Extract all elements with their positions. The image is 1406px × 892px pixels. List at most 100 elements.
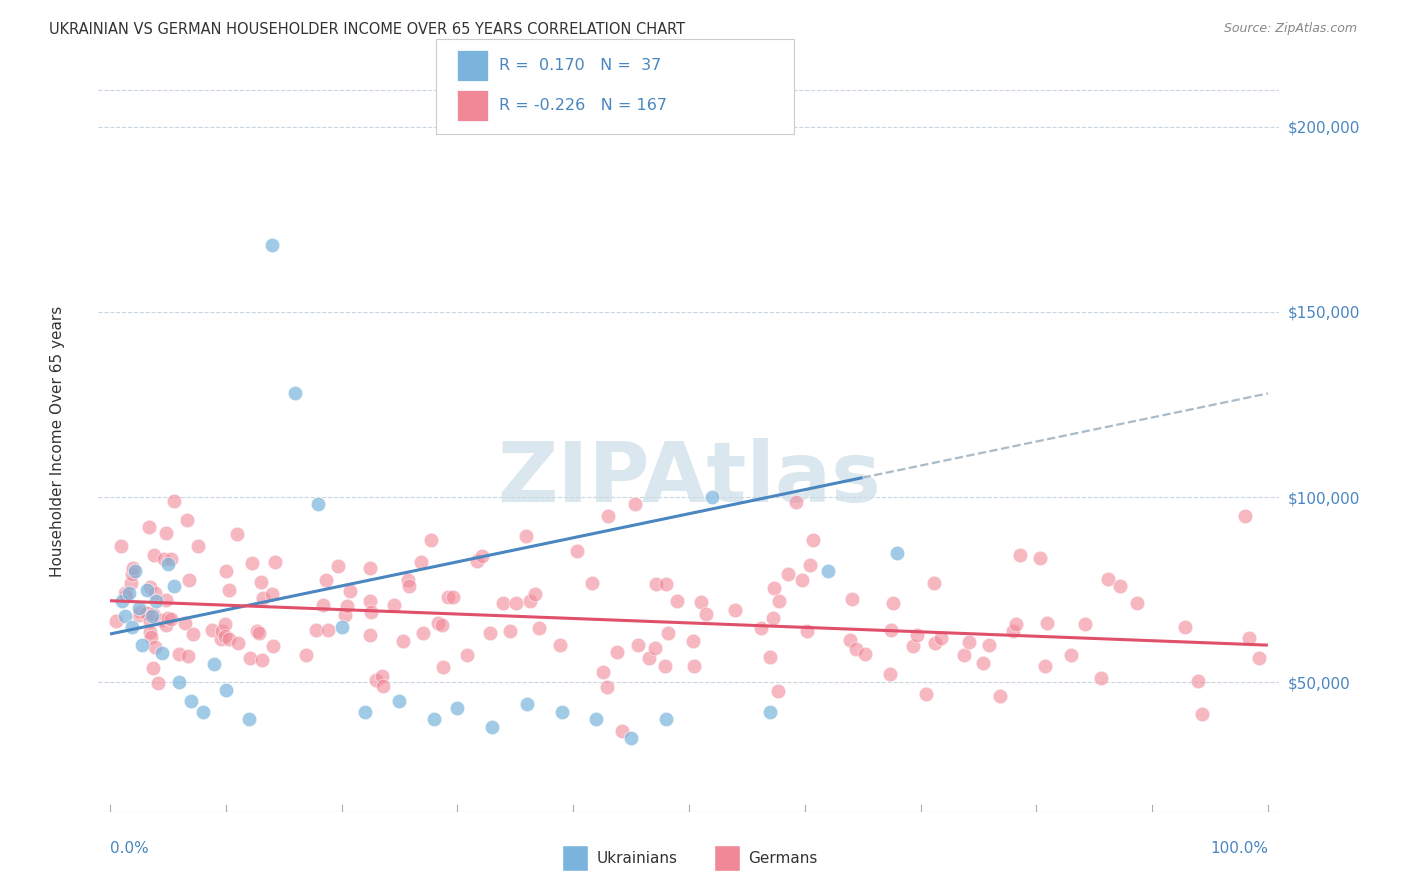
Point bbox=[121, 560, 143, 574]
Point bbox=[359, 561, 381, 575]
Point bbox=[499, 624, 522, 639]
Point bbox=[799, 558, 821, 572]
Point bbox=[644, 640, 666, 655]
Point bbox=[1191, 706, 1213, 721]
Point bbox=[610, 723, 633, 738]
Point bbox=[1002, 624, 1025, 638]
Point bbox=[1247, 651, 1270, 665]
Point bbox=[209, 632, 232, 646]
Point bbox=[142, 549, 165, 563]
Point bbox=[1090, 671, 1112, 685]
Point bbox=[336, 599, 359, 613]
Point bbox=[515, 529, 537, 543]
Point bbox=[155, 525, 177, 540]
Point bbox=[695, 607, 717, 621]
Point bbox=[690, 594, 713, 608]
Point bbox=[312, 598, 335, 612]
Point bbox=[124, 564, 146, 578]
Point bbox=[160, 612, 183, 626]
Point bbox=[138, 520, 160, 534]
Point bbox=[624, 497, 647, 511]
Point bbox=[456, 648, 478, 662]
Point bbox=[129, 605, 152, 619]
Point bbox=[238, 712, 260, 726]
Point bbox=[105, 614, 128, 628]
Point bbox=[187, 539, 209, 553]
Point bbox=[581, 576, 603, 591]
Point bbox=[479, 626, 502, 640]
Point bbox=[121, 619, 143, 633]
Point bbox=[957, 634, 980, 648]
Point bbox=[838, 633, 860, 648]
Point bbox=[592, 665, 614, 679]
Point bbox=[115, 588, 138, 602]
Point bbox=[316, 623, 339, 637]
Point bbox=[655, 712, 678, 726]
Point bbox=[880, 624, 903, 638]
Point bbox=[644, 576, 666, 591]
Point bbox=[218, 583, 240, 598]
Point bbox=[373, 679, 395, 693]
Point bbox=[110, 593, 132, 607]
Point bbox=[411, 555, 433, 569]
Point bbox=[879, 666, 901, 681]
Point bbox=[146, 676, 169, 690]
Point bbox=[627, 638, 650, 652]
Point bbox=[264, 555, 287, 569]
Point bbox=[524, 587, 547, 601]
Point bbox=[988, 689, 1011, 703]
Point bbox=[1233, 508, 1256, 523]
Point bbox=[139, 580, 162, 594]
Point bbox=[762, 611, 785, 625]
Point bbox=[252, 591, 274, 605]
Point bbox=[682, 634, 704, 648]
Point bbox=[135, 607, 157, 621]
Point bbox=[150, 646, 173, 660]
Point bbox=[249, 575, 271, 590]
Point bbox=[128, 601, 150, 615]
Point bbox=[396, 574, 419, 588]
Point bbox=[620, 731, 643, 745]
Point bbox=[441, 590, 464, 604]
Point bbox=[284, 386, 307, 401]
Point bbox=[366, 673, 388, 687]
Point bbox=[176, 649, 198, 664]
Point bbox=[110, 539, 132, 553]
Point bbox=[315, 573, 337, 587]
Point bbox=[492, 596, 515, 610]
Point bbox=[803, 533, 825, 548]
Point bbox=[1126, 596, 1149, 610]
Point bbox=[360, 605, 382, 619]
Point bbox=[481, 720, 503, 734]
Point bbox=[972, 656, 994, 670]
Text: Source: ZipAtlas.com: Source: ZipAtlas.com bbox=[1223, 22, 1357, 36]
Point bbox=[700, 490, 723, 504]
Point bbox=[294, 648, 316, 663]
Text: Ukrainians: Ukrainians bbox=[596, 851, 678, 865]
Point bbox=[150, 613, 173, 627]
Point bbox=[246, 624, 269, 639]
Point bbox=[181, 626, 204, 640]
Point bbox=[128, 607, 150, 622]
Point bbox=[330, 619, 353, 633]
Point bbox=[596, 508, 619, 523]
Point bbox=[1237, 632, 1260, 646]
Point bbox=[215, 682, 238, 697]
Point bbox=[239, 651, 262, 665]
Point bbox=[724, 603, 747, 617]
Point bbox=[845, 642, 868, 657]
Point bbox=[169, 675, 191, 690]
Point bbox=[134, 606, 156, 620]
Point bbox=[749, 622, 772, 636]
Point bbox=[142, 607, 165, 621]
Text: UKRAINIAN VS GERMAN HOUSEHOLDER INCOME OVER 65 YEARS CORRELATION CHART: UKRAINIAN VS GERMAN HOUSEHOLDER INCOME O… bbox=[49, 22, 685, 37]
Text: R = -0.226   N = 167: R = -0.226 N = 167 bbox=[499, 98, 666, 113]
Point bbox=[905, 628, 928, 642]
Point bbox=[177, 574, 200, 588]
Point bbox=[759, 705, 782, 719]
Point bbox=[163, 579, 186, 593]
Point bbox=[141, 608, 163, 623]
Point bbox=[432, 660, 454, 674]
Point bbox=[250, 652, 273, 666]
Point bbox=[139, 630, 162, 644]
